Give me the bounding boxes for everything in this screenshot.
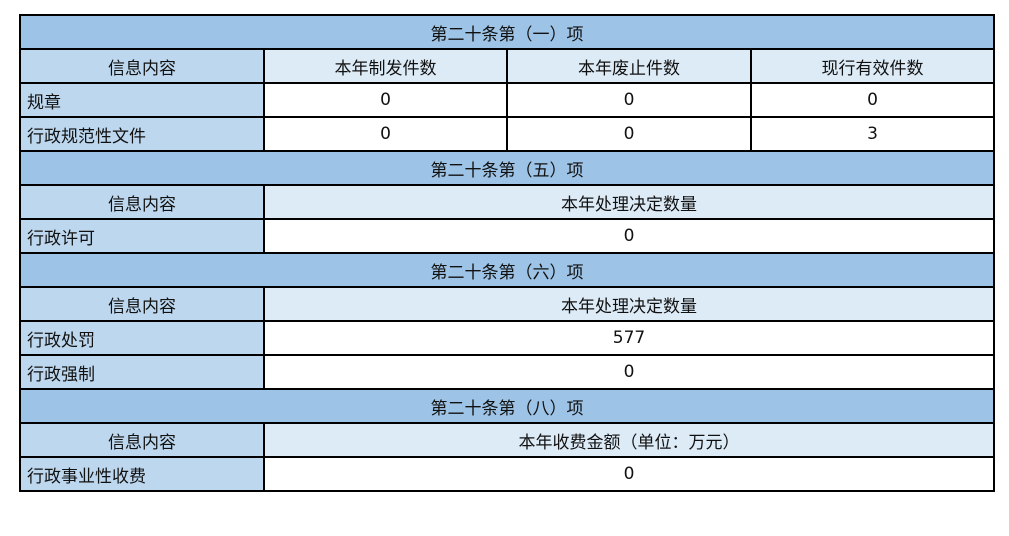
column-header: 本年收费金额（单位：万元） [263, 422, 995, 458]
column-header: 本年处理决定数量 [263, 184, 995, 220]
column-header: 现行有效件数 [750, 48, 995, 84]
cell: 0 [263, 354, 995, 390]
cell: 0 [506, 116, 752, 152]
column-header: 本年制发件数 [263, 48, 508, 84]
row-label: 行政事业性收费 [19, 456, 265, 492]
cell: 0 [263, 456, 995, 492]
section-title: 第二十条第（六）项 [19, 252, 995, 288]
row-label: 行政规范性文件 [19, 116, 265, 152]
section-title: 第二十条第（一）项 [19, 14, 995, 50]
column-header: 信息内容 [19, 184, 265, 220]
cell: 577 [263, 320, 995, 356]
row-label: 行政强制 [19, 354, 265, 390]
column-header: 信息内容 [19, 286, 265, 322]
column-header: 本年处理决定数量 [263, 286, 995, 322]
row-label: 规章 [19, 82, 265, 118]
column-header: 信息内容 [19, 48, 265, 84]
column-header: 信息内容 [19, 422, 265, 458]
cell: 0 [263, 116, 508, 152]
column-header: 本年废止件数 [506, 48, 752, 84]
disclosure-table: 第二十条第（一）项 信息内容 本年制发件数 本年废止件数 现行有效件数 规章 0… [19, 14, 995, 492]
cell: 0 [750, 82, 995, 118]
cell: 3 [750, 116, 995, 152]
cell: 0 [263, 82, 508, 118]
cell: 0 [263, 218, 995, 254]
cell: 0 [506, 82, 752, 118]
section-title: 第二十条第（八）项 [19, 388, 995, 424]
row-label: 行政处罚 [19, 320, 265, 356]
row-label: 行政许可 [19, 218, 265, 254]
section-title: 第二十条第（五）项 [19, 150, 995, 186]
